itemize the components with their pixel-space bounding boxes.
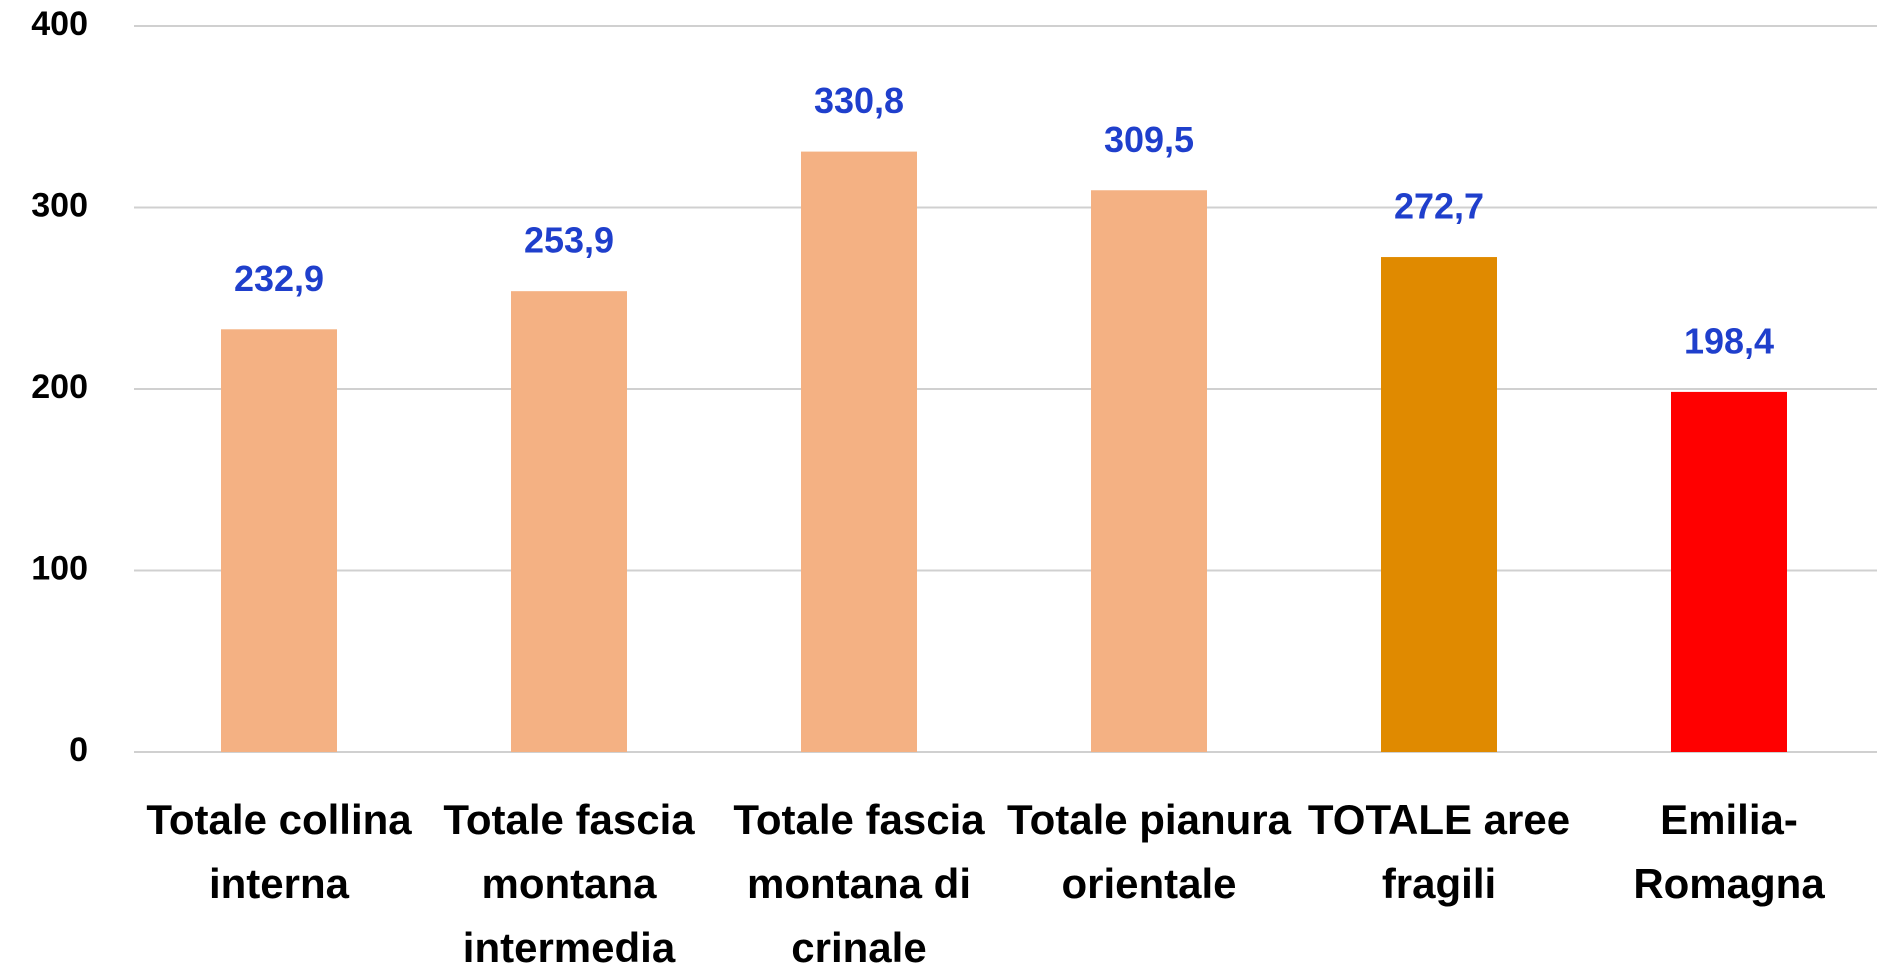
x-tick-label: TOTALE aree fragili <box>1307 796 1571 907</box>
x-tick-label: Totale pianura orientale <box>1007 796 1291 907</box>
value-label: 309,5 <box>1104 119 1194 160</box>
value-label: 232,9 <box>234 258 324 299</box>
x-tick-label: Emilia-Romagna <box>1633 796 1825 907</box>
y-tick-label: 400 <box>31 5 88 43</box>
bar <box>1381 257 1497 752</box>
y-tick-label: 300 <box>31 186 88 224</box>
y-tick-label: 200 <box>31 368 88 406</box>
bar <box>511 291 627 752</box>
bar <box>1091 190 1207 752</box>
x-tick-label: Totale fascia montana di crinale <box>733 796 985 971</box>
bar <box>1671 391 1787 752</box>
value-label: 272,7 <box>1394 186 1484 227</box>
value-label: 198,4 <box>1684 320 1774 361</box>
bar <box>801 151 917 752</box>
y-tick-label: 100 <box>31 549 88 587</box>
value-label: 253,9 <box>524 220 614 261</box>
x-tick-label: Totale collina interna <box>146 796 412 907</box>
value-label: 330,8 <box>814 80 904 121</box>
x-tick-label: Totale fascia montana intermedia <box>443 796 695 971</box>
y-tick-label: 0 <box>69 731 88 769</box>
bar <box>221 329 337 752</box>
